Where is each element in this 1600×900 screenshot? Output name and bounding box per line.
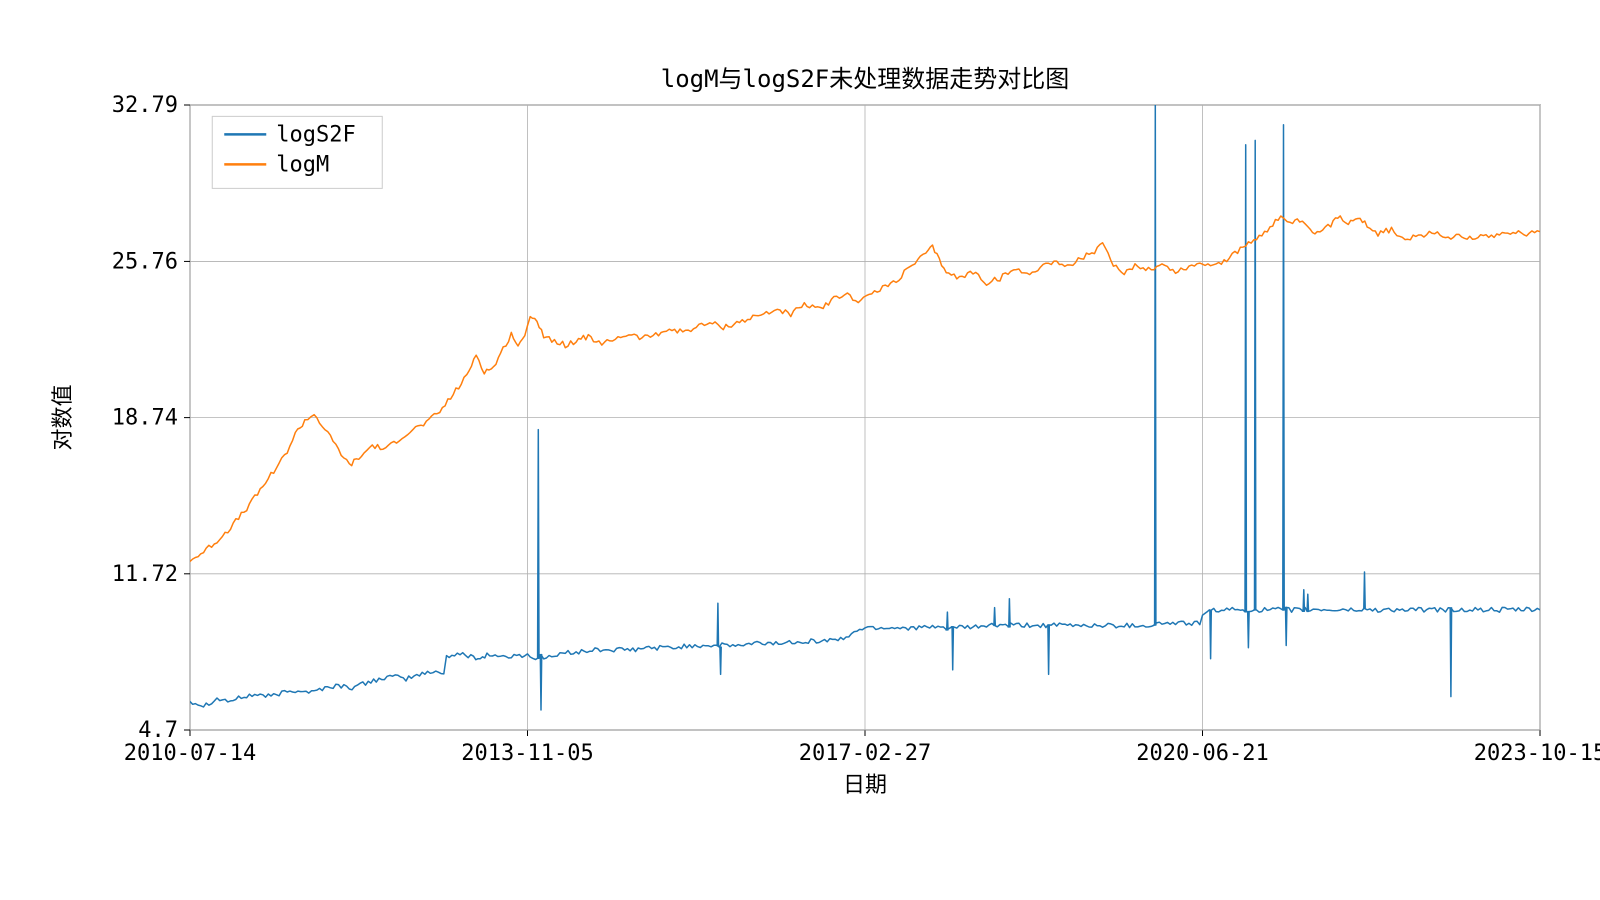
ytick-label: 18.74	[112, 406, 178, 431]
legend-label: logM	[276, 152, 329, 177]
legend-label: logS2F	[276, 122, 355, 147]
xtick-label: 2017-02-27	[799, 741, 931, 766]
chart-title: logM与logS2F未处理数据走势对比图	[661, 65, 1070, 93]
ytick-label: 4.7	[138, 718, 178, 743]
chart-container: 2010-07-14 2013-11-05 2017-02-27 2020-06-21…	[0, 0, 1600, 900]
xtick-label: 2013-11-05	[461, 741, 593, 766]
xtick-label: 2010-07-14	[124, 741, 256, 766]
ytick-label: 25.76	[112, 249, 178, 274]
x-axis-label: 日期	[843, 773, 887, 798]
line-chart: 2010-07-14 2013-11-05 2017-02-27 2020-06-21…	[0, 0, 1600, 900]
y-axis-label: 对数值	[51, 384, 76, 450]
xtick-label: 2020-06-21	[1136, 741, 1268, 766]
ytick-label: 11.72	[112, 562, 178, 587]
ytick-label: 32.79	[112, 93, 178, 118]
xtick-label: 2023-10-15	[1474, 741, 1600, 766]
